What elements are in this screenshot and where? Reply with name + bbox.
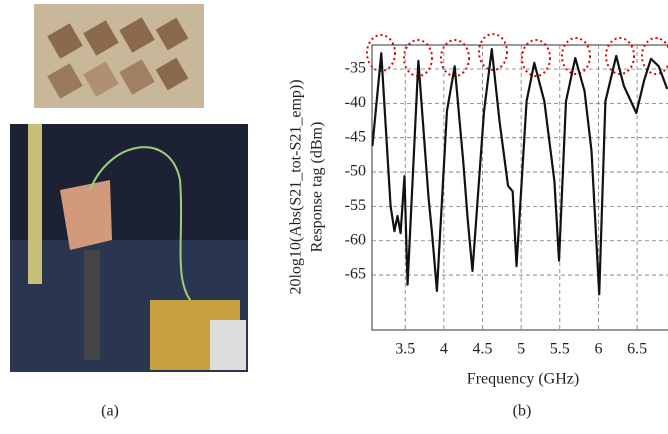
x-axis-label: Frequency (GHz) [467, 371, 579, 388]
x-tick-label: 6.5 [627, 341, 647, 358]
x-tick-label: 5.5 [550, 341, 570, 358]
plot-frame [371, 44, 668, 331]
cable [89, 146, 201, 311]
y-axis-label: Response tag (dBm) [309, 122, 326, 253]
y-tick-label: -45 [345, 128, 366, 145]
caption: (b) [513, 403, 532, 420]
antenna [60, 180, 112, 250]
x-tick-label: 4 [440, 341, 448, 358]
x-tick-label: 4.5 [473, 341, 493, 358]
probe [28, 124, 42, 284]
y-axis-label: 20log10(Abs(S21_tot-S21_emp)) [288, 79, 305, 294]
x-tick-label: 5 [517, 341, 525, 358]
caption: (a) [101, 403, 119, 420]
y-tick-label: -40 [345, 94, 366, 111]
y-tick-label: -50 [345, 163, 366, 180]
data-line [371, 48, 668, 296]
y-tick-label: -60 [345, 231, 366, 248]
y-tick-label: -35 [345, 60, 366, 77]
y-tick-label: -55 [345, 197, 366, 214]
board-patches [47, 17, 189, 99]
y-tick-label: -65 [345, 266, 366, 283]
x-tick-label: 3.5 [395, 341, 415, 358]
peak-markers [366, 33, 668, 77]
stand [84, 250, 100, 360]
x-tick-label: 6 [594, 341, 602, 358]
reader-screen [210, 320, 246, 370]
photo [10, 4, 248, 372]
